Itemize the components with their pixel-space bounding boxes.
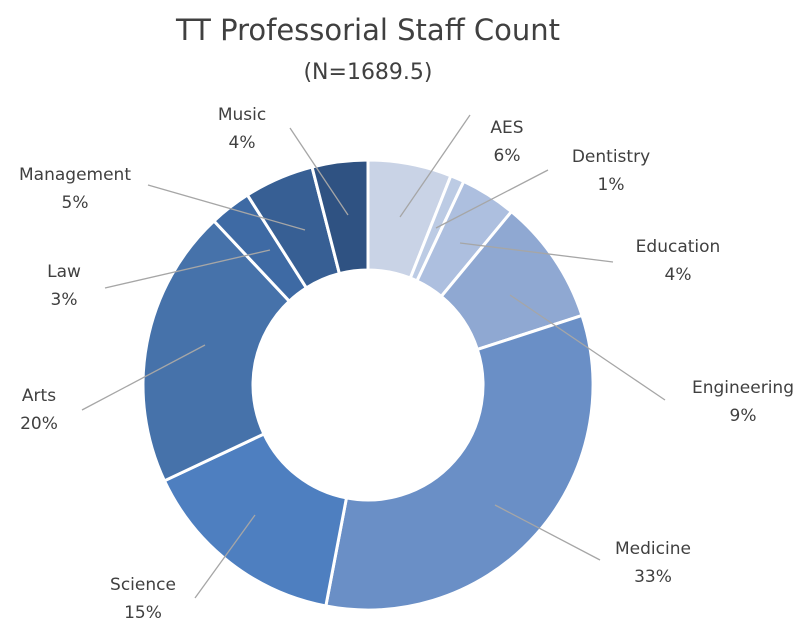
leader-line: [194, 514, 256, 599]
category-label: Education: [636, 237, 721, 257]
chart-title: TT Professorial Staff Count: [175, 13, 560, 47]
category-label: Medicine: [615, 539, 691, 559]
category-label: Engineering: [692, 378, 794, 398]
value-label: 3%: [51, 290, 78, 310]
category-label: AES: [490, 118, 523, 138]
donut-slice: [141, 218, 292, 483]
category-label: Arts: [22, 386, 56, 406]
chart-subtitle: (N=1689.5): [303, 60, 432, 85]
value-label: 4%: [665, 265, 692, 285]
leader-line: [147, 184, 306, 231]
value-label: 15%: [124, 603, 162, 623]
value-label: 33%: [634, 567, 672, 587]
value-label: 6%: [494, 146, 521, 166]
leader-line: [435, 169, 549, 229]
category-label: Dentistry: [572, 147, 650, 167]
category-label: Law: [47, 262, 81, 282]
category-label: Music: [218, 105, 266, 125]
value-label: 4%: [229, 133, 256, 153]
value-label: 1%: [598, 175, 625, 195]
value-label: 20%: [20, 414, 58, 434]
leader-line: [459, 242, 614, 263]
value-label: 5%: [62, 193, 89, 213]
leader-line: [289, 127, 349, 216]
category-label: Management: [19, 165, 131, 185]
leader-line: [509, 294, 666, 401]
leader-line: [494, 504, 601, 561]
leader-line: [399, 114, 471, 218]
category-label: Science: [110, 575, 176, 595]
leader-line: [104, 249, 271, 289]
donut-slice: [324, 313, 595, 612]
value-label: 9%: [730, 406, 757, 426]
leader-line: [81, 344, 206, 411]
donut-slice: [310, 158, 370, 276]
